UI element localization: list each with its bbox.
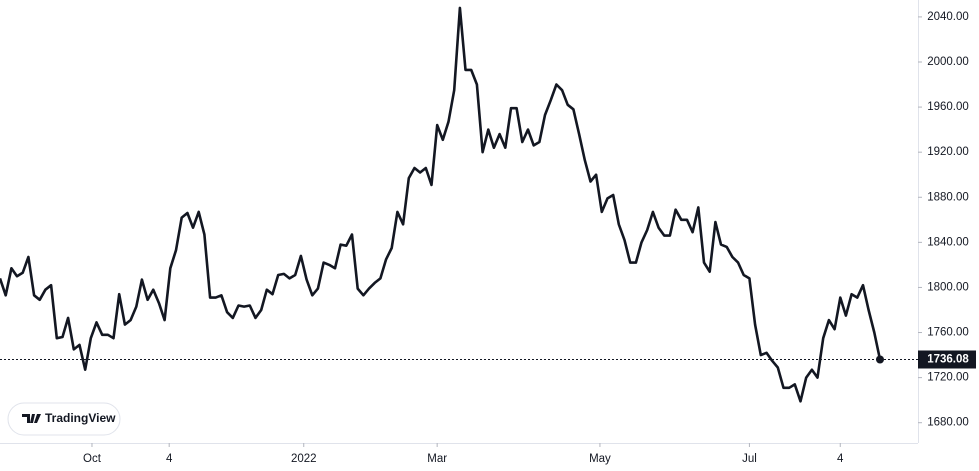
logo-icon — [22, 414, 41, 423]
y-tick-label: 1960.00 — [927, 101, 969, 113]
logo-badge — [7, 402, 121, 436]
x-tick-label: May — [589, 453, 611, 465]
x-tick-label: 4 — [166, 453, 173, 465]
y-tick-label: 2040.00 — [927, 11, 969, 23]
y-tick-label: 1720.00 — [927, 372, 969, 384]
price-line — [0, 6, 882, 403]
y-tick-label: 1760.00 — [927, 327, 969, 339]
x-tick-label: Jul — [742, 453, 757, 465]
x-tick-label: Oct — [83, 453, 102, 465]
y-tick-label: 2000.00 — [927, 56, 969, 68]
x-tick-label: Mar — [427, 453, 447, 465]
x-tick-label: 2022 — [291, 453, 317, 465]
y-tick-label: 1680.00 — [927, 417, 969, 429]
y-tick-label: 1800.00 — [927, 281, 969, 293]
y-tick-label: 1880.00 — [927, 191, 969, 203]
last-price-tag — [918, 350, 976, 369]
logo-text: TradingView — [45, 411, 116, 425]
last-point — [876, 355, 884, 364]
last-price-label: 1736.08 — [927, 354, 969, 366]
logo: TradingView — [7, 402, 121, 436]
y-tick-label: 1920.00 — [927, 146, 969, 158]
y-tick-label: 1840.00 — [927, 236, 969, 248]
x-tick-label: 4 — [837, 453, 844, 465]
